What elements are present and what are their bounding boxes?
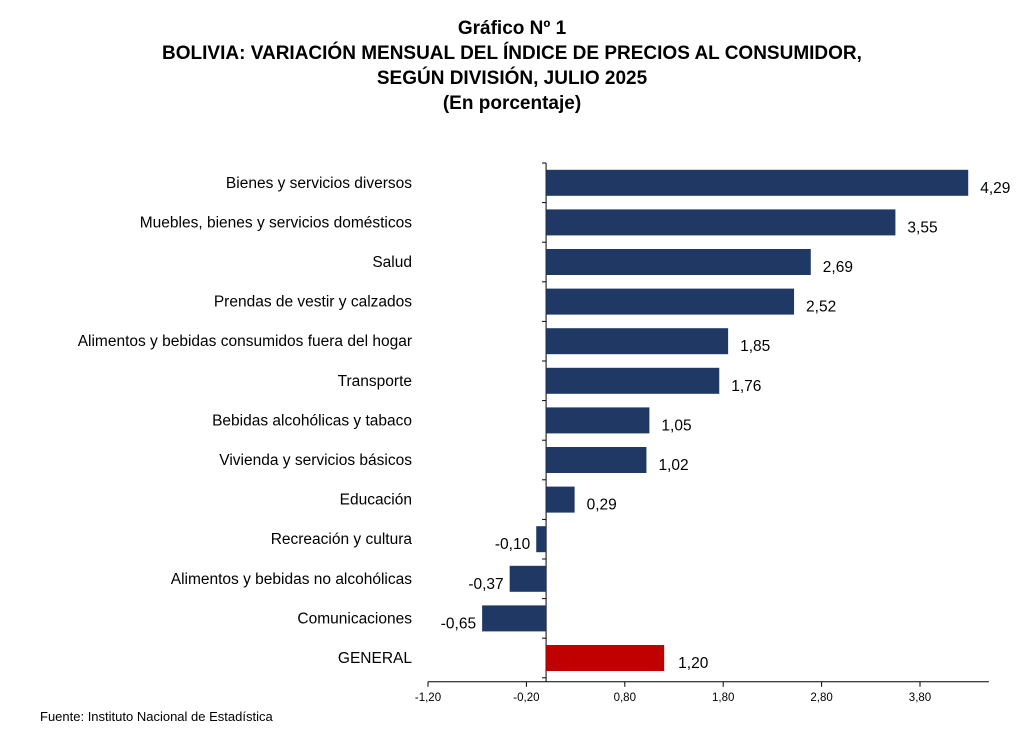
bar bbox=[546, 328, 729, 355]
chart-number: Gráfico Nº 1 bbox=[457, 18, 567, 39]
data-label: 2,52 bbox=[806, 299, 836, 316]
category-label: Alimentos y bebidas no alcohólicas bbox=[171, 571, 412, 588]
category-label: Comunicaciones bbox=[297, 610, 412, 627]
chart-title: BOLIVIA: VARIACIÓN MENSUAL DEL ÍNDICE DE… bbox=[162, 43, 862, 64]
bar bbox=[546, 486, 575, 513]
bar bbox=[546, 209, 896, 236]
bar bbox=[546, 407, 650, 434]
data-label: 3,55 bbox=[907, 219, 937, 236]
data-label: 1,76 bbox=[731, 378, 761, 395]
data-label: 0,29 bbox=[587, 497, 617, 514]
bar bbox=[546, 645, 665, 671]
category-label: Recreación y cultura bbox=[271, 531, 413, 548]
bar bbox=[546, 288, 795, 315]
bar bbox=[546, 169, 969, 196]
bar bbox=[546, 367, 720, 394]
category-label: Vivienda y servicios básicos bbox=[219, 452, 412, 469]
bar bbox=[546, 249, 811, 275]
category-label: Bienes y servicios diversos bbox=[226, 175, 412, 192]
data-label: 1,02 bbox=[658, 457, 688, 474]
category-label: Muebles, bienes y servicios domésticos bbox=[140, 214, 412, 231]
data-label: 1,85 bbox=[740, 338, 770, 355]
category-label: Prendas de vestir y calzados bbox=[214, 294, 412, 311]
bar bbox=[482, 605, 547, 632]
x-tick-label: 3,80 bbox=[909, 692, 931, 704]
chart-subtitle: (En porcentaje) bbox=[442, 93, 582, 114]
category-label: GENERAL bbox=[338, 650, 412, 667]
data-label: 2,69 bbox=[823, 259, 853, 276]
chart-title-line2: SEGÚN DIVISIÓN, JULIO 2025 bbox=[376, 68, 648, 89]
category-label: Transporte bbox=[338, 373, 412, 390]
bar bbox=[536, 526, 547, 553]
data-label: -0,10 bbox=[495, 536, 531, 553]
data-label: 4,29 bbox=[980, 180, 1010, 197]
x-tick-label: 2,80 bbox=[810, 692, 832, 704]
data-label: 1,05 bbox=[661, 417, 691, 434]
category-label: Bebidas alcohólicas y tabaco bbox=[212, 412, 412, 429]
chart-title-block: Gráfico Nº 1 BOLIVIA: VARIACIÓN MENSUAL … bbox=[0, 16, 1024, 116]
bar bbox=[546, 447, 647, 473]
data-label: 1,20 bbox=[678, 655, 709, 672]
x-tick-label: 0,80 bbox=[614, 692, 636, 704]
data-label: -0,37 bbox=[468, 576, 503, 593]
bar-chart: Bienes y servicios diversos 4,29 Muebles, … bbox=[78, 162, 1010, 704]
bar bbox=[509, 565, 547, 592]
x-tick-label: -0,20 bbox=[513, 692, 539, 704]
data-label: -0,65 bbox=[441, 615, 476, 632]
x-tick-label: -1,20 bbox=[415, 692, 441, 704]
category-label: Salud bbox=[372, 254, 412, 271]
category-label: Alimentos y bebidas consumidos fuera del… bbox=[78, 333, 412, 350]
category-label: Educación bbox=[340, 492, 412, 509]
source-note: Fuente: Instituto Nacional de Estadístic… bbox=[40, 709, 273, 724]
x-tick-label: 1,80 bbox=[712, 692, 734, 704]
